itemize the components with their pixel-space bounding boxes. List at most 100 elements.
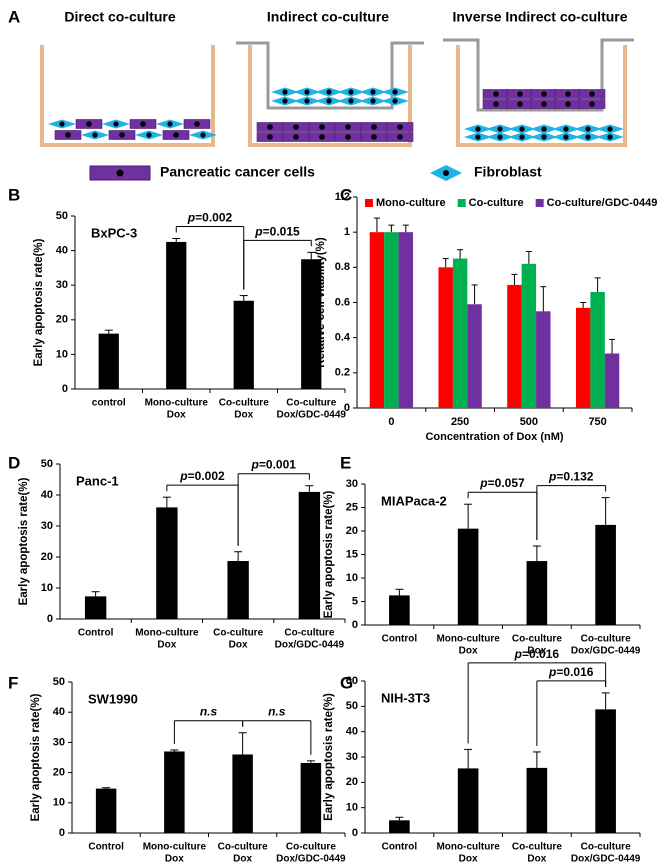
cell-nucleus (565, 101, 571, 107)
y-tick-label: 10 (53, 797, 65, 809)
panel-letter: E (340, 453, 351, 472)
chart: B 0 10 20 30 40 50 Early apoptosis rate(%) BxPC-… (8, 185, 346, 420)
y-tick-label: 20 (41, 551, 53, 563)
y-tick-label: 0.6 (335, 296, 350, 308)
cell-nucleus (371, 124, 377, 130)
cell-nucleus (173, 132, 179, 138)
y-axis-label: Early apoptosis rate(%) (323, 490, 335, 618)
x-tick-label: Dox (459, 646, 478, 657)
x-tick-label: Dox/GDC-0449 (277, 410, 347, 421)
well-wall (408, 45, 412, 147)
x-tick-label: Co-culture (218, 842, 268, 853)
x-tick-label: Mono-culture (143, 842, 207, 853)
cell-nucleus (370, 98, 376, 104)
cell-nucleus (304, 98, 310, 104)
y-tick-label: 20 (56, 314, 68, 326)
x-tick-label: Co-culture (213, 628, 263, 639)
y-tick-label: 0 (352, 619, 358, 631)
cell-nucleus (497, 134, 503, 140)
bar (389, 820, 410, 833)
x-tick-label: Dox/GDC-0449 (276, 854, 346, 862)
panel-letter: D (8, 453, 20, 472)
significance-label: p=0.016 (548, 665, 594, 679)
cell-nucleus (304, 89, 310, 95)
cell-nucleus (589, 101, 595, 107)
well-bottom (456, 143, 627, 147)
x-tick-label: 500 (520, 416, 538, 428)
y-axis-label: Relative cell viability(%) (315, 237, 327, 368)
bar (84, 596, 107, 619)
cell-nucleus (585, 134, 591, 140)
cell-nucleus (475, 126, 481, 132)
chart-title: MIAPaca-2 (381, 493, 447, 508)
y-tick-label: 50 (56, 210, 68, 222)
y-tick-label: 10 (56, 348, 68, 360)
bar (166, 241, 187, 389)
y-tick-label: 40 (53, 706, 65, 718)
bar (398, 232, 414, 408)
cell-nucleus (319, 134, 325, 140)
y-axis-label: Early apoptosis rate(%) (18, 477, 30, 605)
significance-text: =0.016 (556, 665, 593, 679)
y-tick-label: 60 (346, 675, 358, 687)
cell-nucleus (541, 101, 547, 107)
cell-nucleus (113, 121, 119, 127)
x-tick-label: Dox (459, 854, 478, 862)
cell-nucleus (167, 121, 173, 127)
cell-nucleus (541, 91, 547, 97)
y-tick-label: 30 (56, 279, 68, 291)
x-tick-label: Mono-culture (135, 628, 199, 639)
cell-nucleus (267, 124, 273, 130)
cell-nucleus (282, 89, 288, 95)
x-axis-label: Concentration of Dox (nM) (425, 431, 563, 443)
panel-letter: G (340, 673, 353, 692)
bar (575, 307, 591, 408)
well-bottom (40, 143, 215, 147)
cell-nucleus (200, 132, 206, 138)
bar (536, 311, 551, 408)
legend-swatch (365, 199, 373, 207)
y-tick-label: 30 (41, 520, 53, 532)
cell-nucleus (348, 98, 354, 104)
diagram-title: Direct co-culture (64, 9, 175, 25)
significance-text: =0.002 (195, 211, 232, 225)
cell-nucleus (345, 124, 351, 130)
bar (590, 291, 605, 408)
x-tick-label: 250 (451, 416, 469, 428)
y-tick-label: 40 (346, 726, 358, 738)
y-axis-label: Early apoptosis rate(%) (30, 693, 42, 821)
cell-nucleus (563, 126, 569, 132)
significance-label: p=0.002 (179, 469, 225, 483)
significance-label: p=0.015 (254, 225, 300, 239)
significance-label: p=0.002 (187, 211, 233, 225)
x-tick-label: Co-culture (581, 842, 631, 853)
bar (232, 754, 253, 833)
y-tick-label: 30 (346, 751, 358, 763)
x-tick-label: Co-culture (581, 634, 631, 645)
significance-label: n.s (200, 705, 218, 719)
bar (95, 788, 117, 833)
diagram (40, 38, 634, 147)
chart-title: Panc-1 (76, 473, 119, 488)
cell-nucleus (371, 134, 377, 140)
y-tick-label: 50 (53, 676, 65, 688)
cell-nucleus (607, 126, 613, 132)
x-tick-label: Co-culture (284, 628, 334, 639)
cell-nucleus (475, 134, 481, 140)
significance-label: p=0.001 (251, 458, 297, 472)
y-tick-label: 40 (41, 489, 53, 501)
significance-label: p=0.132 (548, 470, 594, 484)
cell-nucleus (517, 101, 523, 107)
significance-text: =0.132 (556, 470, 593, 484)
bar (384, 232, 399, 408)
y-tick-label: 20 (346, 776, 358, 788)
cell-nucleus (59, 121, 65, 127)
significance-label: p=0.057 (479, 476, 525, 490)
significance-text: n.s (268, 705, 286, 719)
bar (457, 528, 479, 625)
cell-nucleus (519, 134, 525, 140)
cell-nucleus (146, 132, 152, 138)
x-tick-label: Dox (233, 854, 252, 862)
y-tick-label: 20 (346, 525, 358, 537)
x-tick-label: Control (382, 634, 418, 645)
